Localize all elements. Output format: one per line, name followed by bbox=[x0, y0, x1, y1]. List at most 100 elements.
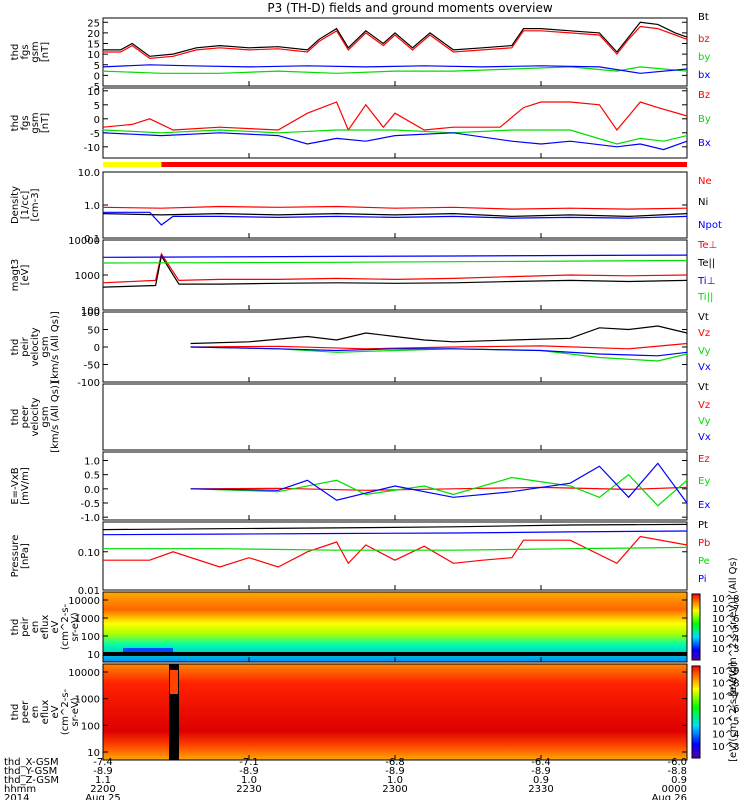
footer-row-label: 2014 bbox=[4, 793, 29, 800]
footer-row-label: thd_Z-GSM bbox=[4, 775, 59, 786]
y-tick-label: 10.0 bbox=[78, 168, 100, 179]
y-axis-label: (cm^2-s- bbox=[60, 603, 71, 650]
footer-cell: -8.9 bbox=[93, 766, 113, 777]
y-axis-label: velocity bbox=[30, 327, 41, 366]
y-tick-label: 25 bbox=[87, 18, 100, 29]
y-tick-label: 0.01 bbox=[78, 586, 100, 597]
series-line-vt bbox=[190, 325, 688, 345]
legend-ti: Ti⊥ bbox=[697, 276, 715, 287]
y-axis-label: peir bbox=[20, 616, 31, 636]
panel-pressure: 0.10 0.01 Pressure [nPa] Pt Pb Pe Pi bbox=[10, 520, 710, 597]
panel-peer_velocity: thd peer velocity gsm [km/s (All Qs)] Vt Vz Vy V… bbox=[10, 381, 711, 453]
footer-cell: -8.8 bbox=[667, 766, 687, 777]
legend-bx: Bx bbox=[698, 138, 711, 149]
colorbar-tick-label: 10^9 bbox=[712, 666, 739, 677]
panel-fgs_gsm_components: 10 5 0 -5 -10 thd fgs gsm [nT] Bz By Bx bbox=[10, 87, 711, 159]
y-tick-label: 10 bbox=[87, 50, 100, 61]
colorbar bbox=[691, 593, 701, 661]
legend-vy: Vy bbox=[698, 346, 711, 357]
footer-cell: 1.0 bbox=[241, 775, 257, 786]
y-tick-label: 0 bbox=[94, 71, 100, 82]
flag-bar-segment bbox=[161, 162, 687, 167]
y-tick-label: -100 bbox=[77, 378, 100, 389]
colorbar-label: [eV/(cm^2-s-sr-eV)] bbox=[728, 662, 739, 762]
y-axis-label: [1/cc] bbox=[20, 191, 31, 220]
footer-cell: 2330 bbox=[528, 784, 553, 795]
series-line-ne bbox=[102, 205, 688, 210]
footer-row-label: hhmm bbox=[4, 784, 36, 795]
y-tick-label: -5 bbox=[90, 82, 100, 93]
legend-ey: Ey bbox=[698, 476, 710, 487]
series-line-vz bbox=[190, 342, 688, 350]
y-axis-label: thd bbox=[10, 44, 21, 61]
legend-ne: Ne bbox=[698, 176, 712, 187]
y-tick-label: 5 bbox=[94, 101, 100, 112]
legend-te: Te|| bbox=[697, 258, 715, 269]
series-line-bx bbox=[102, 64, 688, 74]
y-axis-label: eflux bbox=[40, 615, 51, 640]
footer-row-label: thd_Y-GSM bbox=[4, 766, 57, 777]
legend-vz: Vz bbox=[698, 400, 710, 411]
y-tick-label: 1000 bbox=[75, 614, 100, 625]
y-axis-label: eV bbox=[50, 620, 61, 633]
y-tick-label: 10 bbox=[87, 87, 100, 98]
series-line-te bbox=[102, 252, 688, 284]
y-axis-label: eflux bbox=[40, 700, 51, 725]
panel-efield: 1.0 0.5 0.0 -0.5 -1.0 E=-VxB [mV/m] Ez Ey Ex bbox=[10, 451, 710, 524]
y-axis-label: [km/s (All Qs)] bbox=[50, 311, 61, 383]
series-line-ti bbox=[102, 259, 688, 264]
legend-bx: bx bbox=[698, 70, 710, 81]
footer-row-label: thd_X-GSM bbox=[4, 757, 59, 768]
colorbar-tick-label: 10^4 bbox=[712, 729, 739, 740]
series-line-pt bbox=[102, 523, 688, 531]
y-tick-label: 5 bbox=[94, 61, 100, 72]
panel-frame bbox=[102, 87, 688, 159]
y-axis-label: magt3 bbox=[10, 259, 21, 292]
y-axis-label: sr-eV) bbox=[70, 612, 81, 641]
y-tick-label: -10 bbox=[84, 143, 100, 154]
panel-frame bbox=[102, 171, 688, 239]
panel-frame bbox=[102, 383, 688, 451]
y-tick-label: 0 bbox=[94, 115, 100, 126]
footer-cell: -6.0 bbox=[667, 757, 687, 768]
y-axis-label: peer bbox=[20, 405, 31, 429]
y-tick-label: 10000 bbox=[68, 236, 100, 247]
colorbar-tick-label: 10^5 bbox=[712, 624, 739, 635]
y-axis-label: velocity bbox=[30, 397, 41, 436]
colorbar-tick-label: 10^4 bbox=[712, 634, 739, 645]
y-tick-label: -5 bbox=[90, 129, 100, 140]
panel-peir_velocity: 100 50 0 -50 -100 thd peir velocity gsm [km/s (Al… bbox=[10, 308, 711, 389]
panel-temperature: 10000 1000 100 magt3 [eV] Te⊥ Te|| Ti⊥ Ti|| bbox=[10, 236, 717, 317]
colorbar-tick-label: 10^5 bbox=[712, 717, 739, 728]
y-axis-label: [nT] bbox=[40, 42, 51, 62]
y-tick-label: 1000 bbox=[75, 695, 100, 706]
y-axis-label: Pressure bbox=[10, 535, 21, 578]
series-line-ti bbox=[102, 254, 688, 258]
series-line-bx bbox=[102, 132, 688, 151]
y-tick-label: 100 bbox=[81, 308, 100, 319]
y-axis-label: gsm bbox=[40, 406, 51, 427]
y-tick-label: 100 bbox=[81, 632, 100, 643]
colorbar-tick-label: 10^7 bbox=[712, 604, 739, 615]
series-line-pe bbox=[103, 546, 688, 551]
y-tick-label: -1.0 bbox=[80, 513, 100, 524]
footer-cell: -7.1 bbox=[239, 757, 259, 768]
legend-vz: Vz bbox=[698, 328, 710, 339]
panel-peir_en_eflux: 10000 1000 100 10 thd peir en eflux eV (cm^2-s-sr… bbox=[10, 557, 739, 696]
series-line-ey bbox=[190, 473, 688, 507]
legend-by: by bbox=[698, 52, 710, 63]
y-axis-label: [km/s (All Qs)] bbox=[50, 381, 61, 453]
series-line-pb bbox=[103, 535, 688, 568]
legend-by: By bbox=[698, 114, 711, 125]
y-axis-label: [nPa] bbox=[20, 543, 31, 569]
legend-vy: Vy bbox=[698, 416, 711, 427]
footer-cell: -8.9 bbox=[239, 766, 259, 777]
y-tick-label: 0.5 bbox=[84, 471, 100, 482]
footer-cell: -8.9 bbox=[385, 766, 405, 777]
colorbar-tick-label: 10^7 bbox=[712, 691, 739, 702]
footer-cell: 2300 bbox=[382, 784, 407, 795]
y-tick-label: -50 bbox=[84, 361, 100, 372]
y-tick-label: 1000 bbox=[75, 271, 100, 282]
y-tick-label: 10 bbox=[87, 650, 100, 661]
